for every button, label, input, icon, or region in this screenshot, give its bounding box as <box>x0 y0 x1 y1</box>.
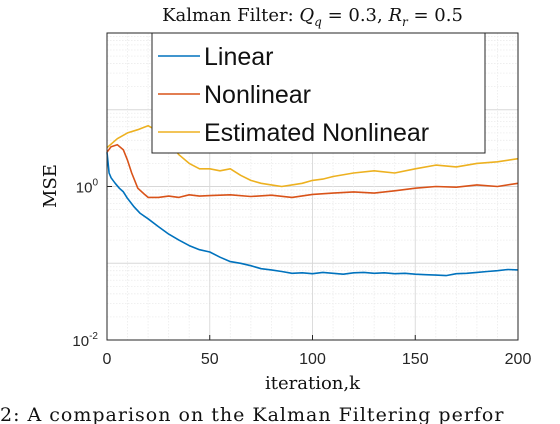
legend-label-1: Nonlinear <box>204 81 311 109</box>
x-tick-label: 50 <box>201 351 219 368</box>
legend-label-0: Linear <box>204 43 274 71</box>
y-axis-label: MSE <box>40 164 61 208</box>
chart-title: Kalman Filter: Qq = 0.3, Rr = 0.5 <box>162 5 463 29</box>
x-tick-label: 100 <box>299 351 326 368</box>
x-axis-label: iteration,k <box>265 373 361 394</box>
y-tick-label: 10-2 <box>72 331 98 350</box>
chart: 0 50 100 150 200 10-2 100 iteration,k MSE Kalman … <box>40 5 532 394</box>
legend-box <box>151 32 486 154</box>
legend-label-2: Estimated Nonlinear <box>204 119 429 147</box>
x-tick-label: 200 <box>505 351 532 368</box>
y-tick-label: 100 <box>76 178 99 197</box>
x-tick-label: 150 <box>402 351 429 368</box>
series-line-1 <box>106 143 519 199</box>
series-line-0 <box>106 152 519 277</box>
figure-caption: 2: A comparison on the Kalman Filtering … <box>0 404 505 424</box>
x-tick-label: 0 <box>103 351 112 368</box>
